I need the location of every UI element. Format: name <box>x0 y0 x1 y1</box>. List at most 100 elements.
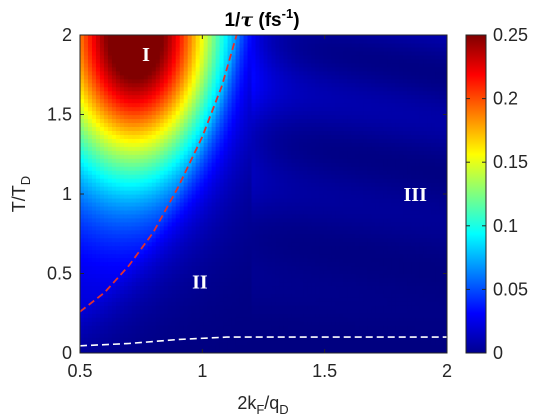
heatmap-cell <box>224 341 229 346</box>
heatmap-cell <box>291 99 296 104</box>
heatmap-cell <box>188 317 193 322</box>
heatmap-cell <box>140 317 145 322</box>
heatmap-cell <box>260 226 265 231</box>
heatmap-cell <box>156 39 161 44</box>
heatmap-cell <box>267 75 272 80</box>
heatmap-cell <box>208 214 213 219</box>
heatmap-cell <box>323 309 328 314</box>
heatmap-cell <box>216 345 221 350</box>
heatmap-cell <box>176 170 181 175</box>
heatmap-cell <box>295 51 300 56</box>
heatmap-cell <box>287 150 292 155</box>
heatmap-cell <box>160 242 165 247</box>
heatmap-cell <box>319 194 324 199</box>
heatmap-cell <box>260 230 265 235</box>
heatmap-cell <box>128 47 133 52</box>
heatmap-cell <box>204 91 209 96</box>
heatmap-cell <box>92 194 97 199</box>
heatmap-cell <box>168 51 173 56</box>
heatmap-cell <box>252 138 257 143</box>
heatmap-cell <box>160 107 165 112</box>
heatmap-cell <box>271 190 276 195</box>
heatmap-cell <box>88 130 93 135</box>
heatmap-cell <box>291 146 296 151</box>
heatmap-cell <box>200 166 205 171</box>
heatmap-cell <box>128 242 133 247</box>
heatmap-cell <box>136 297 141 302</box>
heatmap-cell <box>244 297 249 302</box>
heatmap-cell <box>96 258 101 263</box>
heatmap-cell <box>172 99 177 104</box>
heatmap-cell <box>299 146 304 151</box>
heatmap-cell <box>240 67 245 72</box>
heatmap-cell <box>204 345 209 350</box>
heatmap-cell <box>295 182 300 187</box>
heatmap-cell <box>224 202 229 207</box>
heatmap-cell <box>136 206 141 211</box>
heatmap-cell <box>248 258 253 263</box>
heatmap-cell <box>132 309 137 314</box>
heatmap-cell <box>212 274 217 279</box>
heatmap-cell <box>160 305 165 310</box>
heatmap-cell <box>287 301 292 306</box>
heatmap-cell <box>260 118 265 123</box>
heatmap-cell <box>240 134 245 139</box>
heatmap-cell <box>327 325 332 330</box>
heatmap-cell <box>295 194 300 199</box>
heatmap-cell <box>240 146 245 151</box>
heatmap-cell <box>295 337 300 342</box>
heatmap-cell <box>232 218 237 223</box>
heatmap-cell <box>148 154 153 159</box>
heatmap-cell <box>220 325 225 330</box>
heatmap-cell <box>315 162 320 167</box>
heatmap-cell <box>244 55 249 60</box>
heatmap-cell <box>128 325 133 330</box>
heatmap-cell <box>279 130 284 135</box>
heatmap-cell <box>307 166 312 171</box>
heatmap-cell <box>232 142 237 147</box>
heatmap-cell <box>244 95 249 100</box>
heatmap-cell <box>80 71 85 76</box>
heatmap-cell <box>200 222 205 227</box>
heatmap-cell <box>319 182 324 187</box>
heatmap-cell <box>311 126 316 131</box>
heatmap-cell <box>327 321 332 326</box>
heatmap-cell <box>160 154 165 159</box>
heatmap-cell <box>303 329 308 334</box>
heatmap-cell <box>264 126 269 131</box>
heatmap-cell <box>216 170 221 175</box>
heatmap-cell <box>299 285 304 290</box>
heatmap-cell <box>240 75 245 80</box>
heatmap-cell <box>244 305 249 310</box>
heatmap-cell <box>180 258 185 263</box>
heatmap-cell <box>144 285 149 290</box>
heatmap-cell <box>260 63 265 68</box>
heatmap-cell <box>287 226 292 231</box>
heatmap-cell <box>204 194 209 199</box>
heatmap-cell <box>156 242 161 247</box>
heatmap-cell <box>172 321 177 326</box>
heatmap-cell <box>120 166 125 171</box>
heatmap-cell <box>104 194 109 199</box>
heatmap-cell <box>96 222 101 227</box>
heatmap-cell <box>291 206 296 211</box>
heatmap-cell <box>80 285 85 290</box>
heatmap-cell <box>212 51 217 56</box>
heatmap-cell <box>267 122 272 127</box>
heatmap-cell <box>212 285 217 290</box>
heatmap-cell <box>144 234 149 239</box>
heatmap-cell <box>120 281 125 286</box>
heatmap-cell <box>275 222 280 227</box>
heatmap-cell <box>256 190 261 195</box>
heatmap-cell <box>260 206 265 211</box>
heatmap-cell <box>212 47 217 52</box>
heatmap-cell <box>88 83 93 88</box>
heatmap-cell <box>84 55 89 60</box>
heatmap-cell <box>120 75 125 80</box>
heatmap-cell <box>275 170 280 175</box>
heatmap-cell <box>88 297 93 302</box>
heatmap-cell <box>319 222 324 227</box>
heatmap-cell <box>315 174 320 179</box>
heatmap-cell <box>267 47 272 52</box>
heatmap-cell <box>188 99 193 104</box>
